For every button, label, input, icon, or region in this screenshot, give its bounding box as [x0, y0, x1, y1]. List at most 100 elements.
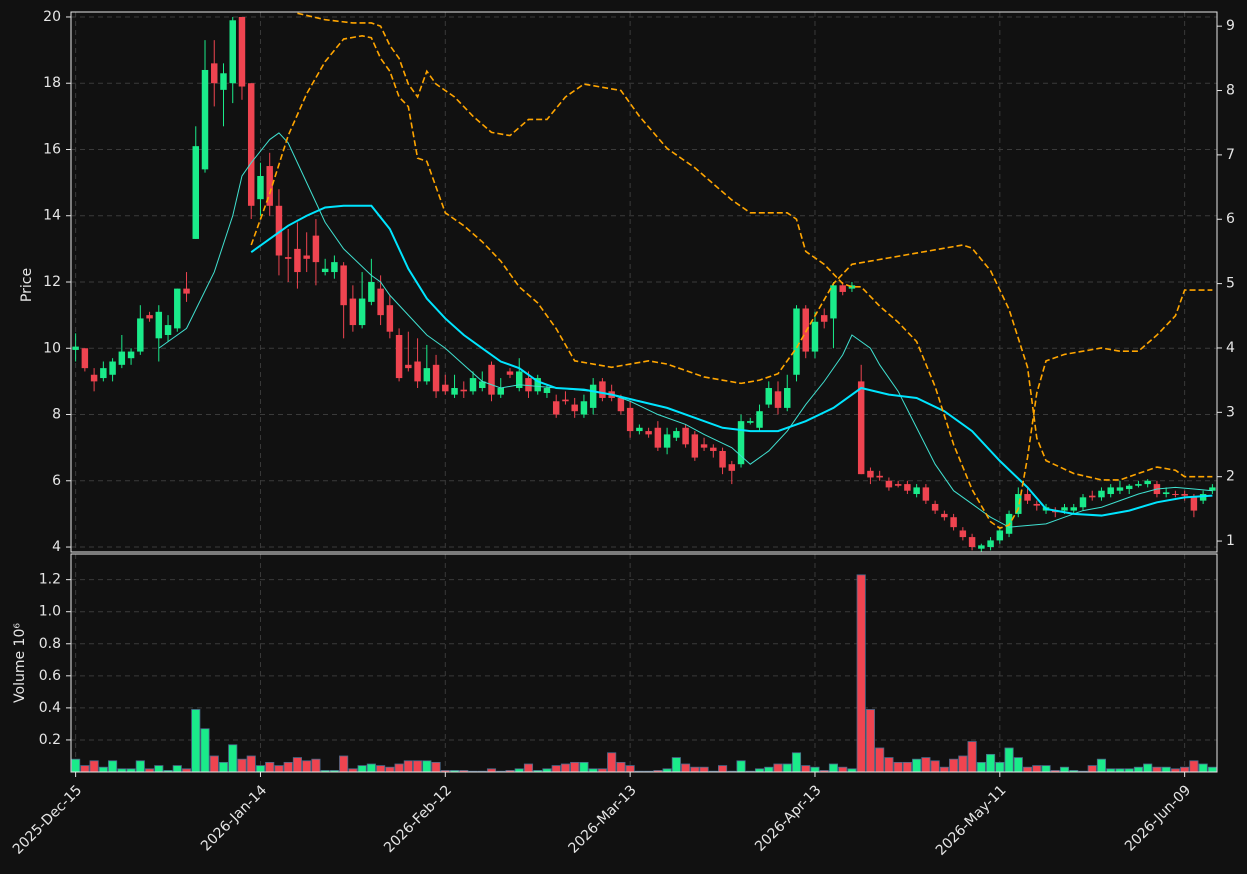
volume-bar — [801, 765, 811, 773]
volume-bar — [422, 760, 432, 773]
candle-body — [747, 421, 754, 423]
candle-body — [913, 487, 920, 495]
indicator-line — [250, 34, 1213, 481]
volume-bar — [357, 765, 367, 773]
volume-bar — [986, 753, 996, 773]
volume-bar — [1022, 766, 1033, 773]
candle-body — [1190, 497, 1198, 511]
candle-body — [987, 540, 994, 548]
volume-bar — [570, 761, 580, 773]
candle-body — [811, 321, 819, 352]
y2-tick-label: 8 — [1226, 83, 1235, 99]
volume-bar — [838, 766, 848, 773]
candle-body — [432, 364, 440, 392]
candle-body — [756, 411, 763, 428]
y2-tick-label: 5 — [1226, 276, 1235, 292]
candle-body — [155, 311, 163, 339]
volume-bar — [976, 761, 986, 773]
candle-body — [876, 475, 883, 478]
volume-bar — [209, 755, 219, 773]
candle-body — [72, 346, 79, 350]
candle-body — [506, 371, 514, 375]
y2-tick-label: 2 — [1226, 469, 1235, 485]
indicator-line — [297, 12, 1213, 530]
indicator-line — [158, 132, 1213, 528]
candle-body — [857, 381, 865, 475]
volume-bar — [625, 765, 635, 773]
volume-bar — [967, 741, 977, 773]
candle-body — [867, 470, 874, 478]
volume-bar — [1041, 765, 1051, 773]
volume-bar — [949, 758, 959, 773]
volume-bar — [523, 763, 534, 773]
candle-body — [211, 63, 218, 84]
candle-body — [820, 315, 828, 322]
volume-bar — [912, 758, 922, 773]
candle-body — [358, 298, 366, 326]
candle-body — [183, 288, 190, 294]
candle-body — [534, 378, 541, 392]
volume-bar — [135, 760, 145, 773]
candle-body — [497, 388, 504, 395]
candle-body — [386, 305, 394, 332]
volume-bar — [1096, 758, 1107, 773]
volume-bar — [292, 757, 302, 773]
candle-body — [719, 450, 726, 468]
candle-body — [978, 545, 985, 549]
candle-body — [996, 530, 1004, 541]
volume-bar — [1059, 766, 1070, 773]
volume-tick-label: 0.4 — [39, 700, 61, 716]
candle-body — [848, 285, 856, 289]
candle-body — [275, 205, 283, 256]
candle-body — [340, 265, 347, 306]
candle-body — [793, 308, 800, 375]
candle-body — [894, 484, 902, 486]
candle-body — [414, 361, 421, 382]
candle-body — [266, 166, 273, 206]
candle-body — [294, 248, 301, 273]
candle-body — [645, 431, 652, 435]
volume-bar — [1189, 760, 1199, 773]
volume-bar — [311, 758, 321, 773]
y2-tick-label: 7 — [1226, 147, 1235, 163]
volume-bar — [736, 760, 746, 773]
volume-bar — [89, 760, 99, 773]
y2-tick-label: 3 — [1226, 404, 1235, 420]
volume-bar — [884, 757, 894, 773]
volume-bar — [108, 760, 118, 773]
y-tick-label: 16 — [43, 141, 61, 157]
lines — [158, 12, 1213, 530]
y-tick-label: 4 — [52, 539, 61, 555]
volume-bar — [191, 709, 201, 773]
candle-body — [127, 351, 135, 359]
volume-bar — [172, 765, 182, 773]
candle-body — [100, 368, 107, 379]
volume-bar — [930, 760, 940, 773]
candle-body — [562, 399, 569, 402]
candle-body — [137, 318, 144, 352]
candle-body — [1015, 494, 1022, 514]
candle-body — [839, 285, 846, 292]
candle-body — [257, 175, 264, 200]
volume-bar — [366, 763, 376, 773]
candle-body — [1061, 507, 1068, 511]
y-tick-label: 20 — [43, 9, 61, 25]
candle-body — [1070, 507, 1077, 511]
candle-body — [885, 480, 893, 488]
volume-bar — [1180, 766, 1190, 773]
candle-body — [1172, 494, 1179, 496]
y-tick-label: 14 — [43, 208, 61, 224]
candle-body — [460, 389, 468, 392]
candle-body — [571, 404, 578, 412]
volume-bar — [1207, 766, 1217, 773]
volume-bar — [255, 765, 266, 773]
candle-body — [1125, 485, 1133, 490]
volume-bar — [228, 744, 238, 773]
volume-bar — [560, 763, 571, 773]
candle-body — [469, 378, 477, 392]
volume-bar — [1087, 765, 1097, 773]
candle-body — [488, 364, 495, 395]
y-tick-label: 6 — [52, 473, 61, 489]
volume-bar — [1143, 763, 1153, 773]
